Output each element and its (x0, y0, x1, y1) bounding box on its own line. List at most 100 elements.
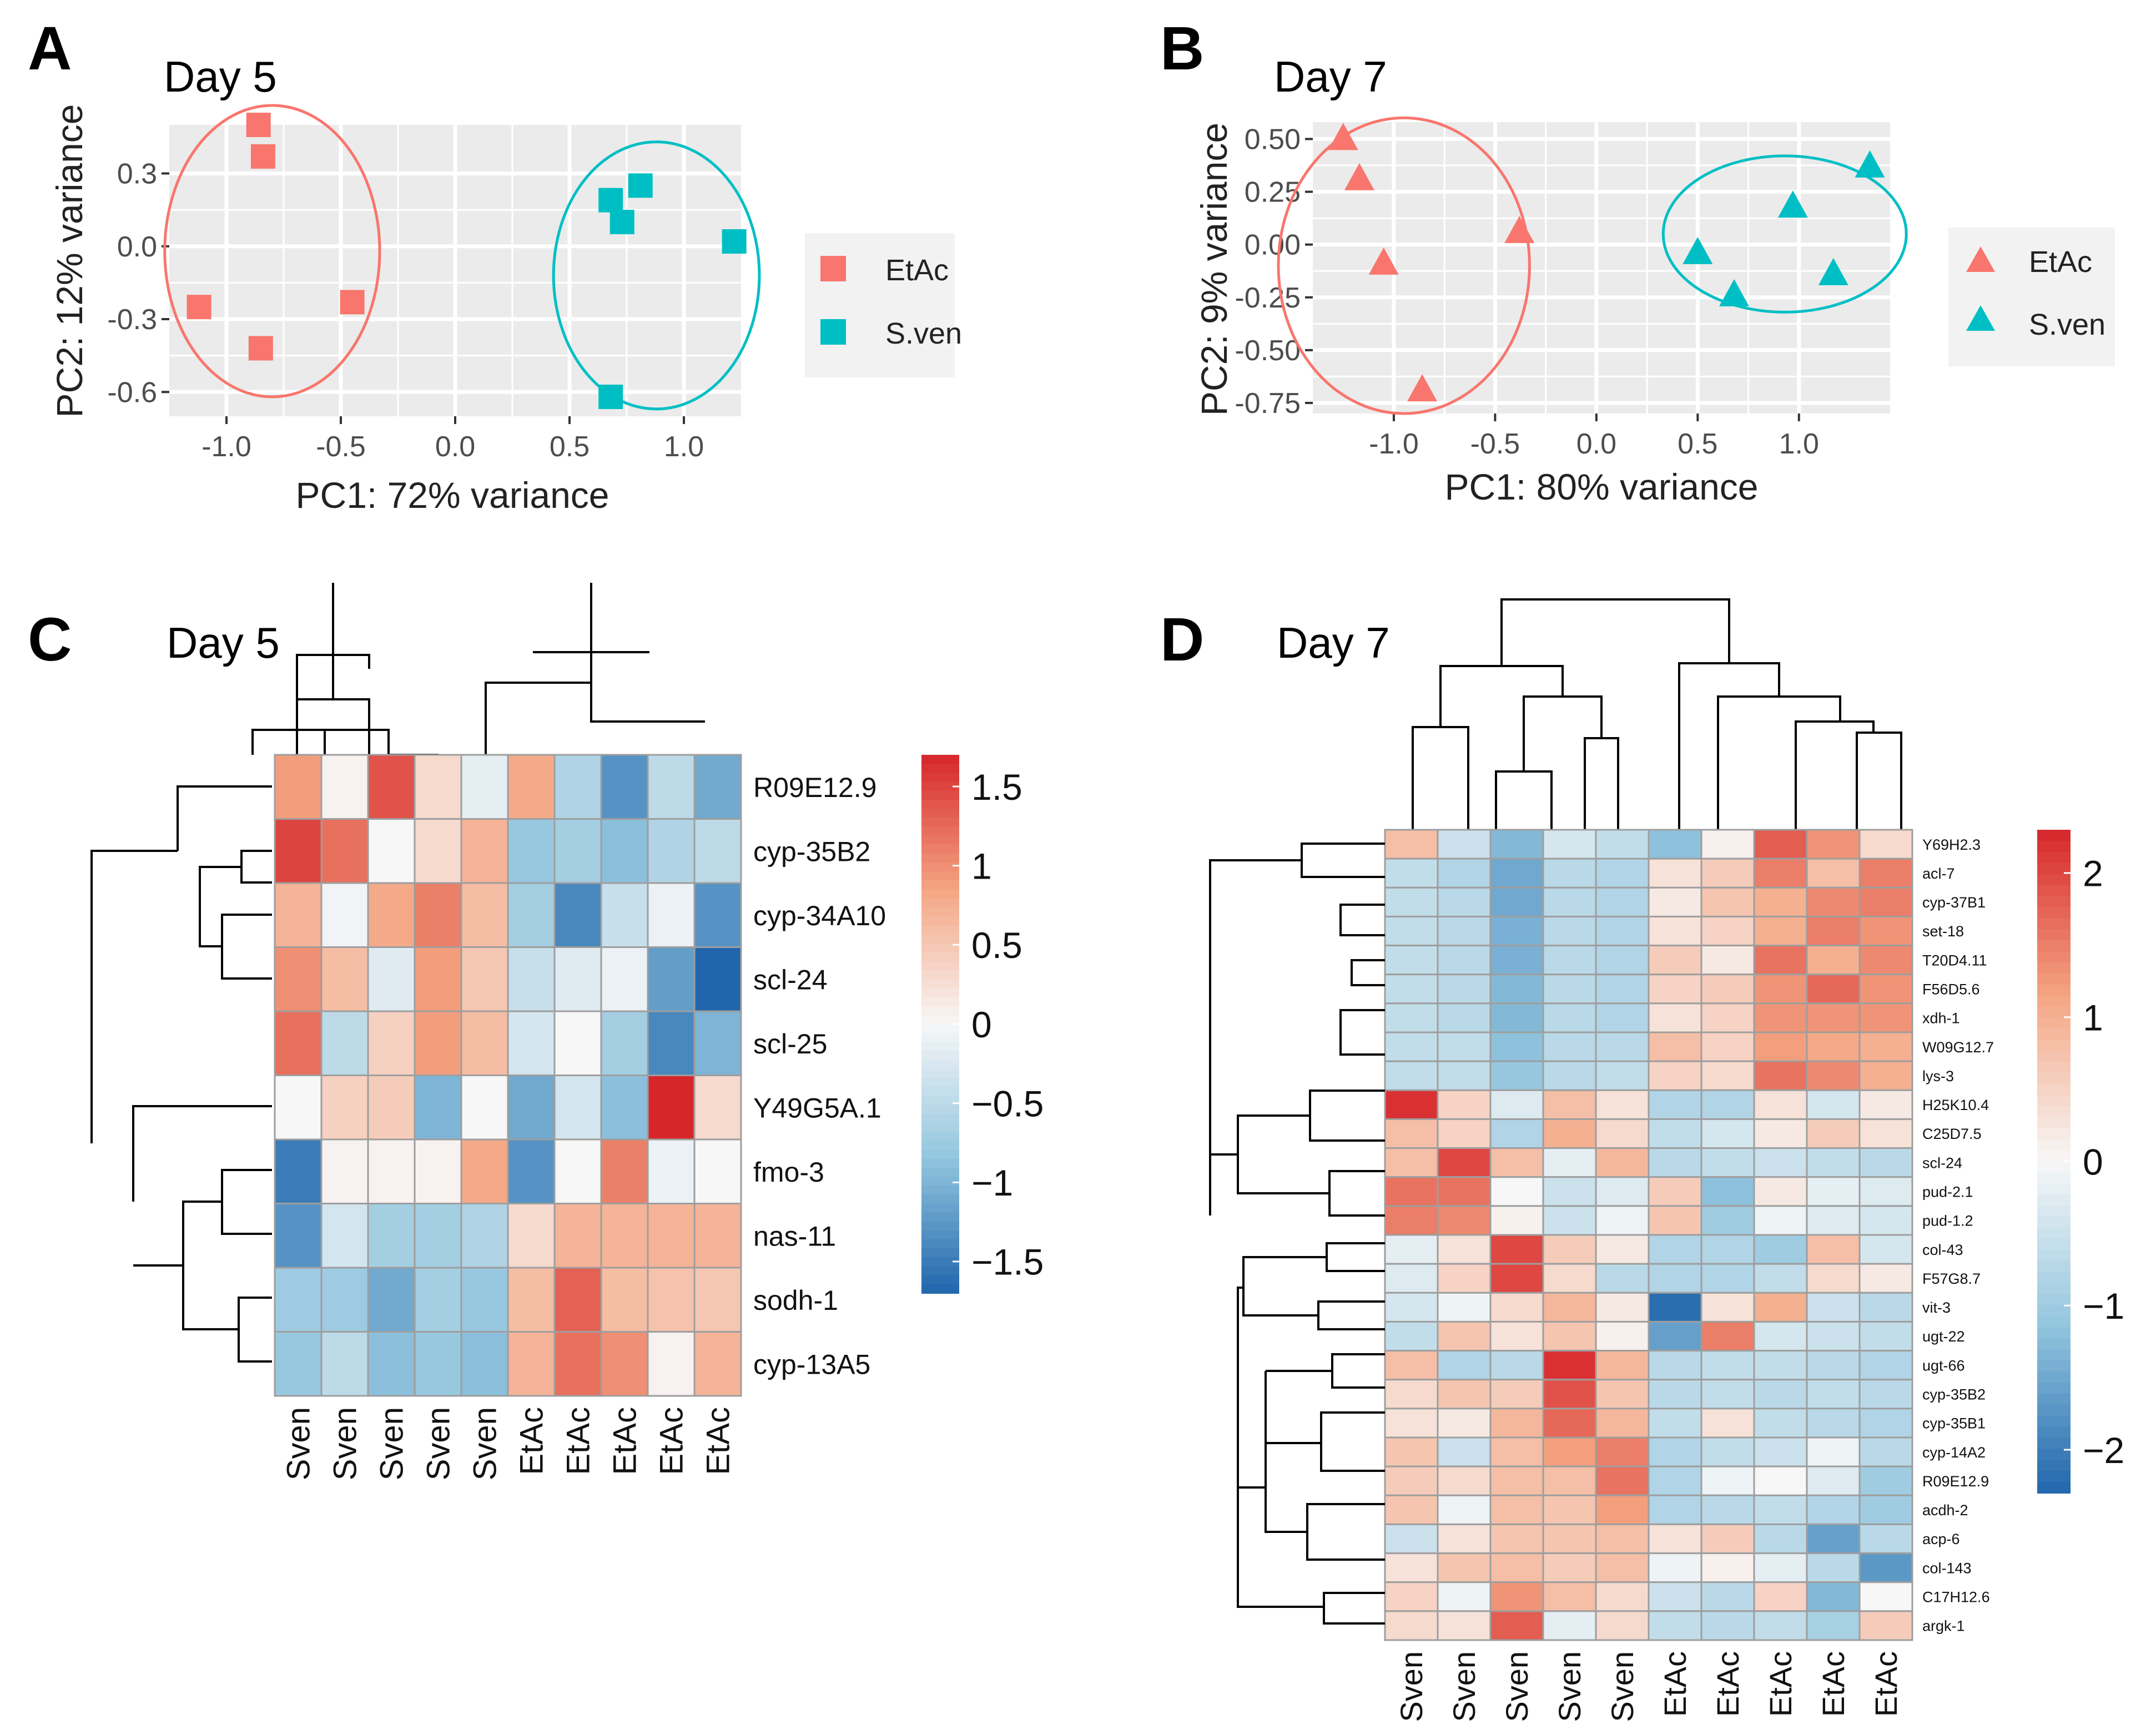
panel-d-cell (1700, 1002, 1755, 1033)
panel-c-colorbar: 1.5 1 0.5 0 −0.5 −1 −1.5 (921, 755, 1044, 1294)
panel-d-row-label: W09G12.7 (1922, 1039, 1994, 1056)
panel-c-cell (553, 882, 602, 948)
panel-d-colorbar-segment (2037, 1305, 2071, 1317)
panel-d-cell (1595, 945, 1650, 976)
panel-c-cell (553, 946, 602, 1012)
panel-d-cell (1700, 1552, 1755, 1583)
panel-d-cell (1437, 1292, 1492, 1323)
panel-c-cell (553, 754, 602, 820)
panel-c-cell (367, 754, 416, 820)
panel-d-cell (1700, 1379, 1755, 1410)
panel-d-colorbar-segment (2037, 1360, 2071, 1372)
panel-d-cell (1595, 1031, 1650, 1062)
panel-c-cell (414, 1075, 462, 1141)
panel-c-row-dendro-path (240, 850, 272, 884)
panel-d-cell (1648, 858, 1702, 889)
panel-c-colorbar-segment (921, 853, 959, 863)
panel-letter-c: C (28, 606, 72, 674)
panel-d-cell (1753, 1292, 1808, 1323)
panel-c-col-labels: Sven Sven Sven Sven Sven EtAc EtAc EtAc EtAc EtAc (280, 1407, 736, 1480)
panel-d-cell (1542, 1408, 1597, 1439)
panel-c-cell (414, 946, 462, 1012)
panel-d-cell (1595, 1408, 1650, 1439)
panel-d-row-label: F57G8.7 (1922, 1270, 1981, 1287)
panel-d-cell (1542, 1494, 1597, 1525)
panel-d-cell (1700, 1118, 1755, 1149)
panel-d-cell (1437, 1320, 1492, 1352)
panel-d-cell (1806, 1089, 1861, 1120)
panel-d-cell (1542, 1320, 1597, 1352)
panel-d-cell (1806, 1205, 1861, 1236)
panel-d-row-label: acp-6 (1922, 1531, 1960, 1547)
panel-d-colorbar-segment (2037, 918, 2071, 930)
panel-c-cell (553, 1138, 602, 1204)
panel-c-cell (274, 818, 323, 884)
panel-d-row-dendro-path (1237, 1114, 1329, 1194)
panel-b-legend-label-sven: S.ven (2029, 308, 2105, 341)
panel-d-cell (1437, 945, 1492, 976)
panel-d-colorbar-segment (2037, 1283, 2071, 1295)
panel-d-cell (1858, 1176, 1913, 1207)
panel-d-row-label: set-18 (1922, 923, 1964, 940)
panel-b-x-tick-label: -0.5 (1470, 428, 1520, 460)
panel-d-cell (1648, 886, 1702, 917)
panel-c-cell (460, 1331, 509, 1397)
panel-c-colorbar-segment (921, 943, 959, 953)
panel-d-cell (1753, 1263, 1808, 1294)
panel-d-cell (1384, 858, 1439, 889)
panel-d-cell (1489, 1292, 1544, 1323)
panel-d-cell (1648, 1147, 1702, 1178)
panel-d-cell (1384, 1147, 1439, 1178)
panel-letter-a: A (28, 14, 72, 83)
panel-c-cell (507, 754, 556, 820)
panel-d-row-dendro-path (1237, 1287, 1243, 1554)
panel-d-cell (1437, 1263, 1492, 1294)
panel-d-cell (1806, 1147, 1861, 1178)
panel-a-point-etac (340, 290, 365, 315)
panel-c-cell (553, 1267, 602, 1333)
panel-d-row-label: cyp-37B1 (1922, 894, 1986, 911)
panel-c-cell (320, 818, 369, 884)
panel-d-cell (1542, 1147, 1597, 1178)
panel-d-colorbar-segment (2037, 1294, 2071, 1306)
panel-d-cell (1437, 1552, 1492, 1583)
panel-d-cell (1806, 1523, 1861, 1555)
panel-c-row-dendro-path (238, 1297, 272, 1363)
panel-d-cell (1384, 1031, 1439, 1062)
panel-d-cell (1595, 1263, 1650, 1294)
panel-d-cell (1595, 1205, 1650, 1236)
panel-d-cell (1648, 829, 1702, 860)
panel-d-cell (1648, 945, 1702, 976)
panel-d-cell (1542, 858, 1597, 889)
panel-c-cell (367, 946, 416, 1012)
panel-d-cell (1648, 1552, 1702, 1583)
panel-d-cell (1437, 1060, 1492, 1091)
panel-c-cell (320, 1138, 369, 1204)
panel-d-cell (1858, 1523, 1913, 1555)
panel-d-col-label: Sven (1499, 1651, 1534, 1722)
panel-d-colorbar-segment (2037, 1128, 2071, 1140)
panel-c-cell (414, 1138, 462, 1204)
panel-a-point-etac (250, 144, 275, 169)
panel-c-col-dendro-path (485, 682, 705, 755)
panel-d-cell (1384, 1263, 1439, 1294)
panel-b-x-tick-label: 0.5 (1678, 428, 1717, 460)
panel-a-x-tick-label: 0.0 (435, 431, 475, 463)
panel-d-cell (1753, 1060, 1808, 1091)
panel-d-cell (1700, 1581, 1755, 1612)
panel-d-cell (1700, 1350, 1755, 1381)
panel-d-cell (1700, 1147, 1755, 1178)
panel-d-cell (1858, 1205, 1913, 1236)
panel-a-point-sven (598, 188, 623, 213)
panel-d-cell (1384, 1292, 1439, 1323)
panel-d-cell (1384, 1089, 1439, 1120)
panel-a-point-etac (246, 113, 271, 137)
panel-c-cell (414, 754, 462, 820)
panel-c-cell (367, 1075, 416, 1141)
panel-d-cell (1806, 1320, 1861, 1352)
panel-d-cell (1700, 1176, 1755, 1207)
panel-d-cell (1542, 1350, 1597, 1381)
panel-d-colorbar-segment (2037, 1073, 2071, 1085)
panel-d-cell (1806, 1118, 1861, 1149)
panel-d-colorbar-segment (2037, 1161, 2071, 1173)
